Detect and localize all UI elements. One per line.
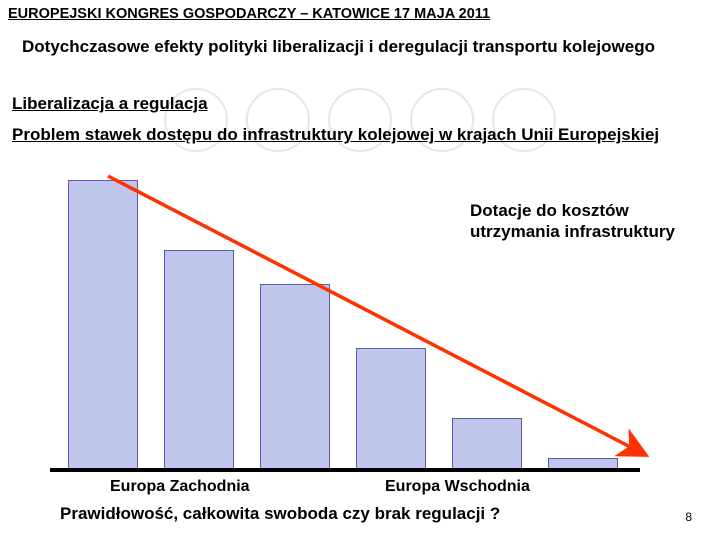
bar xyxy=(68,180,138,470)
x-label-left: Europa Zachodnia xyxy=(110,478,250,496)
x-label-right: Europa Wschodnia xyxy=(385,478,530,496)
chart-annotation: Dotacje do kosztów utrzymania infrastruk… xyxy=(470,200,680,243)
bar xyxy=(164,250,234,470)
slide-header: EUROPEJSKI KONGRES GOSPODARCZY – KATOWIC… xyxy=(8,6,490,22)
bottom-question: Prawidłowość, całkowita swoboda czy brak… xyxy=(60,504,500,524)
bar xyxy=(356,348,426,470)
bar xyxy=(452,418,522,470)
subheading-1: Liberalizacja a regulacja xyxy=(12,94,208,114)
page-number: 8 xyxy=(685,510,692,524)
slide-title: Dotychczasowe efekty polityki liberaliza… xyxy=(22,36,662,57)
x-axis-line xyxy=(50,468,640,472)
bar xyxy=(260,284,330,470)
subheading-2: Problem stawek dostępu do infrastruktury… xyxy=(12,124,659,145)
